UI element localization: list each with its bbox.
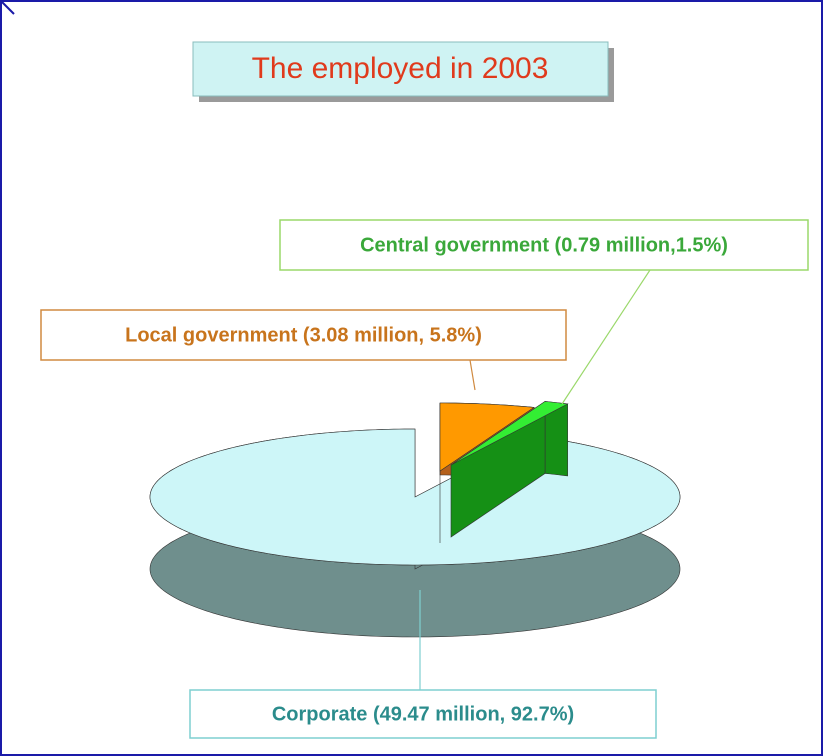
slice	[450, 401, 569, 466]
label-box	[189, 689, 657, 739]
chart-title: The employed in 2003	[252, 52, 549, 85]
title-box	[192, 41, 609, 97]
label-box	[279, 219, 809, 271]
data-label: Local government (3.08 million, 5.8%)	[125, 324, 482, 346]
slice	[439, 402, 535, 472]
slice	[149, 428, 681, 566]
data-label: Central government (0.79 million,1.5%)	[360, 234, 728, 256]
data-label: Corporate (49.47 million, 92.7%)	[272, 703, 574, 725]
frame-corner	[0, 0, 15, 15]
leader-line	[469, 359, 476, 391]
label-box	[40, 309, 567, 361]
leader-line	[561, 269, 651, 405]
